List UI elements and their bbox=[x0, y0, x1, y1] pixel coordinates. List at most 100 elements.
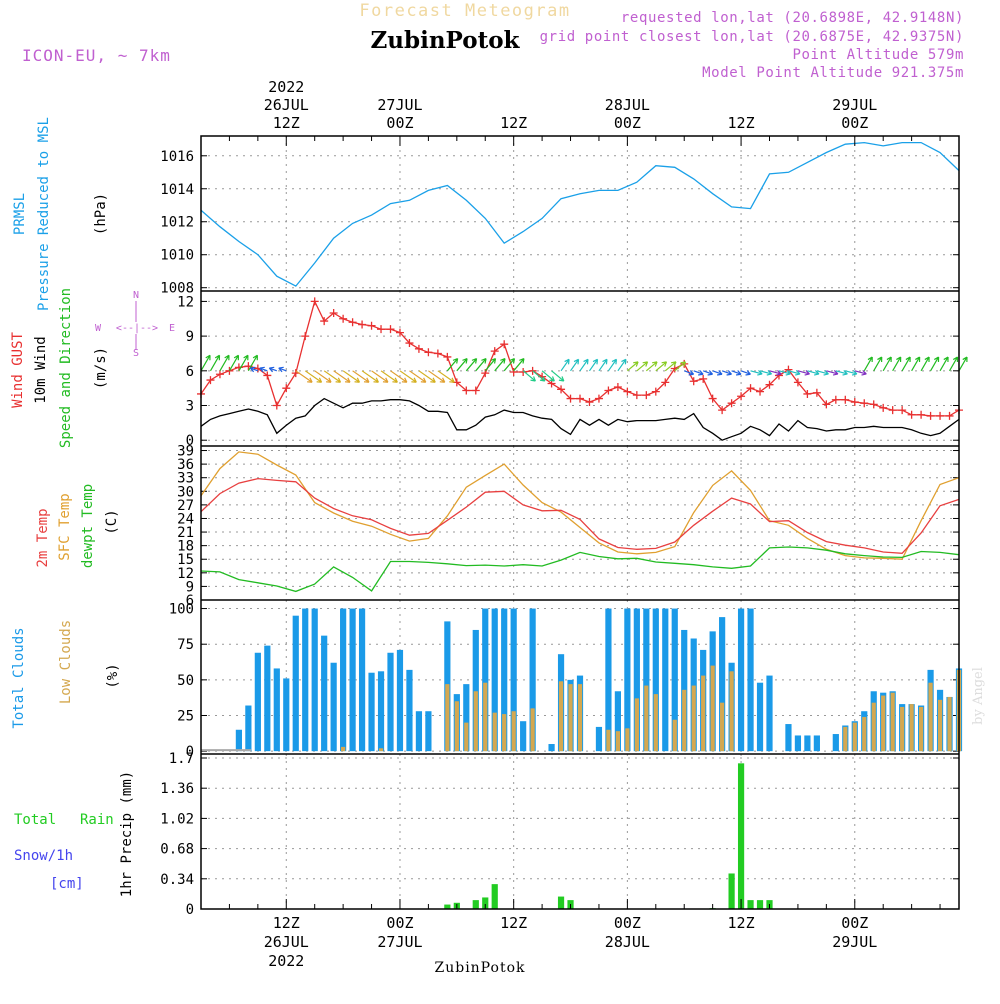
pressure-ytick-label: 1010 bbox=[160, 248, 194, 264]
total-cloud-bar bbox=[605, 608, 612, 752]
wind-direction-arrow bbox=[807, 370, 820, 376]
gust-point bbox=[793, 378, 802, 387]
wind-direction-arrow bbox=[532, 370, 546, 382]
gust-point bbox=[642, 391, 651, 400]
low-cloud-bar bbox=[937, 699, 943, 752]
temp-ytick-label: 15 bbox=[177, 552, 194, 568]
gust-point bbox=[528, 366, 537, 375]
precip-label-cm: [cm] bbox=[50, 876, 84, 892]
total-cloud-bar bbox=[377, 671, 385, 752]
wind-direction-arrow bbox=[939, 356, 949, 372]
low-cloud-bar bbox=[852, 722, 857, 752]
wind-direction-arrow bbox=[892, 356, 902, 372]
super-title: Forecast Meteogram bbox=[359, 1, 570, 21]
low-cloud-bar bbox=[464, 722, 469, 752]
precip-ytick-label: 0.34 bbox=[160, 872, 194, 888]
wind-direction-arrow bbox=[456, 357, 468, 372]
wind-direction-arrow bbox=[418, 370, 436, 383]
gust-point bbox=[632, 391, 641, 400]
wind-direction-arrow bbox=[826, 370, 839, 376]
gust-point bbox=[339, 314, 348, 323]
precip-label-total: Total bbox=[14, 812, 56, 828]
total-cloud-bar bbox=[254, 652, 261, 752]
wind-direction-arrow bbox=[816, 370, 829, 376]
wind-direction-arrow bbox=[209, 354, 221, 372]
wind-direction-arrow bbox=[854, 370, 867, 376]
gust-point bbox=[395, 328, 404, 337]
wind-direction-arrow bbox=[759, 370, 773, 376]
wind-direction-arrow bbox=[778, 370, 791, 376]
low-cloud-bar bbox=[928, 682, 933, 752]
gust-point bbox=[841, 395, 850, 404]
wind-ytick-label: 3 bbox=[186, 399, 194, 415]
wind-direction-arrow bbox=[835, 370, 848, 376]
bottom-date-label: 26JUL bbox=[264, 933, 309, 951]
wind-direction-arrow bbox=[390, 370, 408, 383]
total-cloud-bar bbox=[273, 668, 280, 752]
wind-direction-arrow bbox=[579, 358, 589, 372]
wind-direction-arrow bbox=[247, 354, 258, 372]
gust-point bbox=[557, 385, 566, 394]
total-cloud-bar bbox=[756, 682, 764, 752]
total-cloud-bar bbox=[406, 669, 413, 752]
low-cloud-bar bbox=[900, 706, 905, 752]
wind-direction-arrow bbox=[513, 357, 525, 372]
gust-point bbox=[689, 377, 698, 386]
model-label: ICON-EU, ~ 7km bbox=[22, 46, 171, 65]
clouds-ytick-label: 100 bbox=[169, 602, 194, 618]
low-cloud-bar bbox=[871, 702, 876, 752]
point-altitude: Point Altitude 579m bbox=[792, 47, 964, 63]
total-cloud-bar bbox=[311, 608, 318, 752]
temp-label-dewpt: dewpt Temp bbox=[80, 484, 96, 568]
gust-point bbox=[433, 349, 442, 358]
wind-direction-arrow bbox=[617, 358, 627, 372]
precip-label-snow: Snow/1h bbox=[14, 848, 73, 864]
total-cloud-bar bbox=[340, 608, 347, 752]
low-cloud-bar bbox=[909, 704, 914, 752]
compass-n: N bbox=[133, 290, 139, 301]
wind-direction-arrow bbox=[304, 370, 323, 383]
top-time-label: 00Z bbox=[386, 114, 413, 132]
total-cloud-bar bbox=[832, 734, 839, 752]
closest-coords: grid point closest lon,lat (20.6875E, 42… bbox=[540, 29, 964, 45]
wind-direction-arrow bbox=[428, 370, 446, 383]
low-cloud-bar bbox=[843, 726, 848, 752]
wind-direction-arrow bbox=[323, 370, 342, 383]
total-cloud-bar bbox=[804, 735, 811, 752]
rain-bar bbox=[482, 897, 489, 909]
rain-bar bbox=[756, 900, 764, 909]
total-cloud-bar bbox=[766, 675, 773, 752]
pressure-ytick-label: 1012 bbox=[160, 215, 194, 231]
wind-direction-arrow bbox=[238, 354, 249, 372]
wind-direction-arrow bbox=[588, 358, 599, 372]
gust-point bbox=[699, 374, 708, 383]
gust-point bbox=[718, 406, 727, 415]
total-cloud-bar bbox=[415, 711, 423, 752]
wind-direction-arrow bbox=[551, 370, 565, 382]
gust-point bbox=[490, 347, 499, 356]
wind-direction-arrow bbox=[249, 366, 259, 373]
wind-direction-arrow bbox=[333, 370, 351, 383]
wind-direction-arrow bbox=[664, 361, 677, 372]
low-cloud-bar bbox=[454, 701, 459, 752]
total-cloud-bar bbox=[520, 721, 527, 752]
temp-ytick-label: 27 bbox=[177, 498, 194, 514]
compass-arrow: <--|--> bbox=[116, 323, 158, 334]
temp-ytick-label: 21 bbox=[177, 525, 194, 541]
low-cloud-bar bbox=[558, 681, 564, 752]
bottom-date-label: 27JUL bbox=[377, 933, 422, 951]
wind-direction-arrow bbox=[570, 358, 580, 372]
pressure-ytick-label: 1008 bbox=[160, 281, 194, 297]
wind-direction-arrow bbox=[712, 370, 723, 376]
temp-label-2m: 2m Temp bbox=[35, 508, 51, 567]
wind-speed-line bbox=[200, 397, 960, 441]
total-cloud-bar bbox=[330, 662, 337, 752]
bottom-year-label: 2022 bbox=[268, 952, 304, 970]
low-cloud-bar bbox=[502, 714, 507, 752]
precip-label-rain: Rain bbox=[80, 812, 114, 828]
wind-ytick-label: 6 bbox=[186, 364, 194, 380]
gust-point bbox=[215, 370, 224, 379]
gust-point bbox=[405, 339, 414, 348]
pressure-panel: 1008 1010 1012 1014 1016 bbox=[160, 136, 960, 297]
footer-station: ZubinPotok bbox=[434, 960, 525, 976]
